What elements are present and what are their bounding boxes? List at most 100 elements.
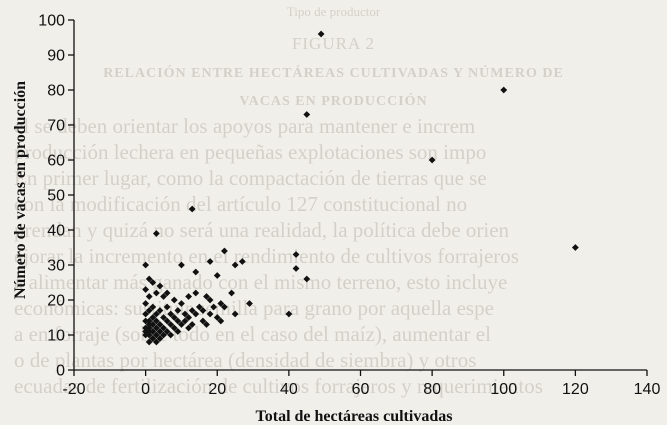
data-point xyxy=(145,293,153,300)
data-point xyxy=(145,338,153,346)
data-point xyxy=(160,324,167,332)
data-point xyxy=(185,324,192,332)
data-point xyxy=(149,279,157,286)
x-axis: -20 0 20 40 60 80 100 120 140 xyxy=(62,369,661,398)
data-point xyxy=(142,331,150,339)
data-point xyxy=(210,303,218,311)
data-point xyxy=(213,272,221,279)
data-point xyxy=(174,328,182,335)
data-point xyxy=(152,317,160,325)
x-tick-label: 20 xyxy=(208,381,226,398)
data-point xyxy=(152,310,160,318)
data-point xyxy=(195,303,203,311)
data-point xyxy=(142,310,150,318)
data-point xyxy=(163,328,171,335)
data-point xyxy=(152,230,160,237)
y-tick-label: 40 xyxy=(47,223,65,240)
data-point xyxy=(156,328,164,335)
data-point xyxy=(199,307,207,314)
data-point xyxy=(149,328,157,335)
data-point xyxy=(145,328,153,335)
data-points xyxy=(142,30,579,346)
y-tick-label: 70 xyxy=(47,118,65,135)
data-point xyxy=(145,307,153,314)
data-point xyxy=(206,296,214,304)
data-point xyxy=(221,247,228,255)
data-point xyxy=(188,321,196,328)
data-point xyxy=(170,296,178,304)
data-point xyxy=(142,328,150,335)
data-point xyxy=(188,307,196,314)
data-point xyxy=(152,338,160,346)
data-point xyxy=(178,261,185,269)
data-point xyxy=(285,310,293,318)
data-point xyxy=(167,321,175,328)
data-point xyxy=(149,314,157,321)
data-point xyxy=(231,261,239,269)
data-point xyxy=(228,289,235,297)
data-point xyxy=(156,321,164,328)
data-point xyxy=(178,321,185,328)
x-tick-label: 0 xyxy=(141,381,150,398)
data-point xyxy=(188,205,196,213)
data-point xyxy=(163,303,171,311)
data-point xyxy=(192,268,200,276)
data-point xyxy=(178,300,185,307)
data-point xyxy=(292,251,300,258)
data-point xyxy=(192,289,200,297)
y-tick-label: 20 xyxy=(47,293,65,310)
y-tick-label: 100 xyxy=(38,13,65,30)
data-point xyxy=(149,303,157,311)
data-point xyxy=(203,293,210,300)
data-point xyxy=(231,310,239,318)
y-axis: 0 10 20 30 40 50 60 70 80 90 100 xyxy=(38,13,75,380)
data-point xyxy=(217,317,225,325)
data-point xyxy=(203,321,210,328)
y-tick-label: 90 xyxy=(47,48,65,65)
x-tick-label: 140 xyxy=(634,381,661,398)
data-point xyxy=(213,314,221,321)
data-point xyxy=(145,331,153,339)
x-tick-label: 80 xyxy=(423,381,441,398)
data-point xyxy=(292,265,300,272)
data-point xyxy=(246,300,253,307)
data-point xyxy=(192,310,200,318)
data-point xyxy=(163,289,171,297)
data-point xyxy=(217,300,225,307)
x-tick-label: -20 xyxy=(62,381,85,398)
data-point xyxy=(181,317,189,325)
data-point xyxy=(145,317,153,325)
data-point xyxy=(428,156,436,164)
y-tick-label: 50 xyxy=(47,188,65,205)
data-point xyxy=(167,310,175,318)
data-point xyxy=(206,258,214,265)
data-point xyxy=(317,30,325,38)
data-point xyxy=(303,111,311,118)
y-tick-label: 60 xyxy=(47,153,65,170)
y-tick-label: 30 xyxy=(47,258,65,275)
x-tick-label: 100 xyxy=(490,381,517,398)
data-point xyxy=(181,310,189,318)
data-point xyxy=(167,331,175,339)
data-point xyxy=(206,310,214,318)
data-point xyxy=(303,275,311,283)
data-point xyxy=(170,314,178,321)
data-point xyxy=(185,314,192,321)
data-point xyxy=(163,317,171,325)
data-point xyxy=(142,300,150,307)
y-tick-label: 0 xyxy=(56,363,65,380)
data-point xyxy=(152,324,160,332)
data-point xyxy=(156,335,164,342)
data-point xyxy=(156,307,164,314)
data-point xyxy=(142,261,150,269)
data-point xyxy=(142,317,150,325)
y-tick-label: 10 xyxy=(47,328,65,345)
data-point xyxy=(170,324,178,332)
data-point xyxy=(185,293,192,300)
data-point xyxy=(174,307,182,314)
data-point xyxy=(145,324,153,332)
data-point xyxy=(149,321,157,328)
y-axis-title: Número de vacas en producción xyxy=(12,81,29,299)
data-point xyxy=(156,282,164,290)
